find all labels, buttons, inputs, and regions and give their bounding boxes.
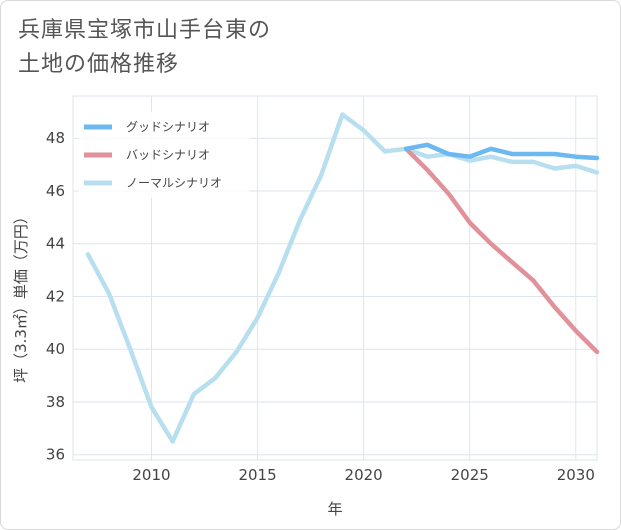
legend-label: グッドシナリオ (126, 120, 210, 134)
y-axis-label: 坪（3.3㎡）単価（万円） (12, 209, 30, 383)
series-line-2 (85, 112, 600, 444)
x-tick-label: 2020 (345, 466, 383, 484)
x-tick-labels: 2010 2015 2020 2025 2030 (132, 466, 594, 484)
x-tick-label: 2010 (132, 466, 170, 484)
legend-label: バッドシナリオ (126, 148, 210, 162)
y-tick-label: 48 (46, 129, 65, 147)
x-tick-label: 2025 (451, 466, 489, 484)
y-tick-label: 44 (46, 235, 65, 253)
x-tick-label: 2030 (557, 466, 595, 484)
y-tick-label: 36 (46, 446, 65, 464)
plot-area (72, 95, 598, 461)
series-line-1 (403, 146, 600, 355)
chart-title-line-1: 兵庫県宝塚市山手台東の (18, 18, 272, 43)
y-tick-label: 46 (46, 182, 65, 200)
y-tick-label: 42 (46, 287, 65, 305)
legend-label: ノーマルシナリオ (126, 176, 222, 190)
x-axis-label: 年 (327, 500, 342, 518)
series-lines (85, 112, 600, 444)
chart-title-line-2: 土地の価格推移 (18, 52, 180, 77)
x-tick-label: 2015 (238, 466, 276, 484)
y-tick-label: 38 (46, 393, 65, 411)
y-tick-label: 40 (46, 340, 65, 358)
chart-title: 兵庫県宝塚市山手台東の 土地の価格推移 (18, 14, 271, 82)
y-tick-labels: 36 38 40 42 44 46 48 (46, 129, 65, 464)
series-line-0 (403, 142, 600, 161)
